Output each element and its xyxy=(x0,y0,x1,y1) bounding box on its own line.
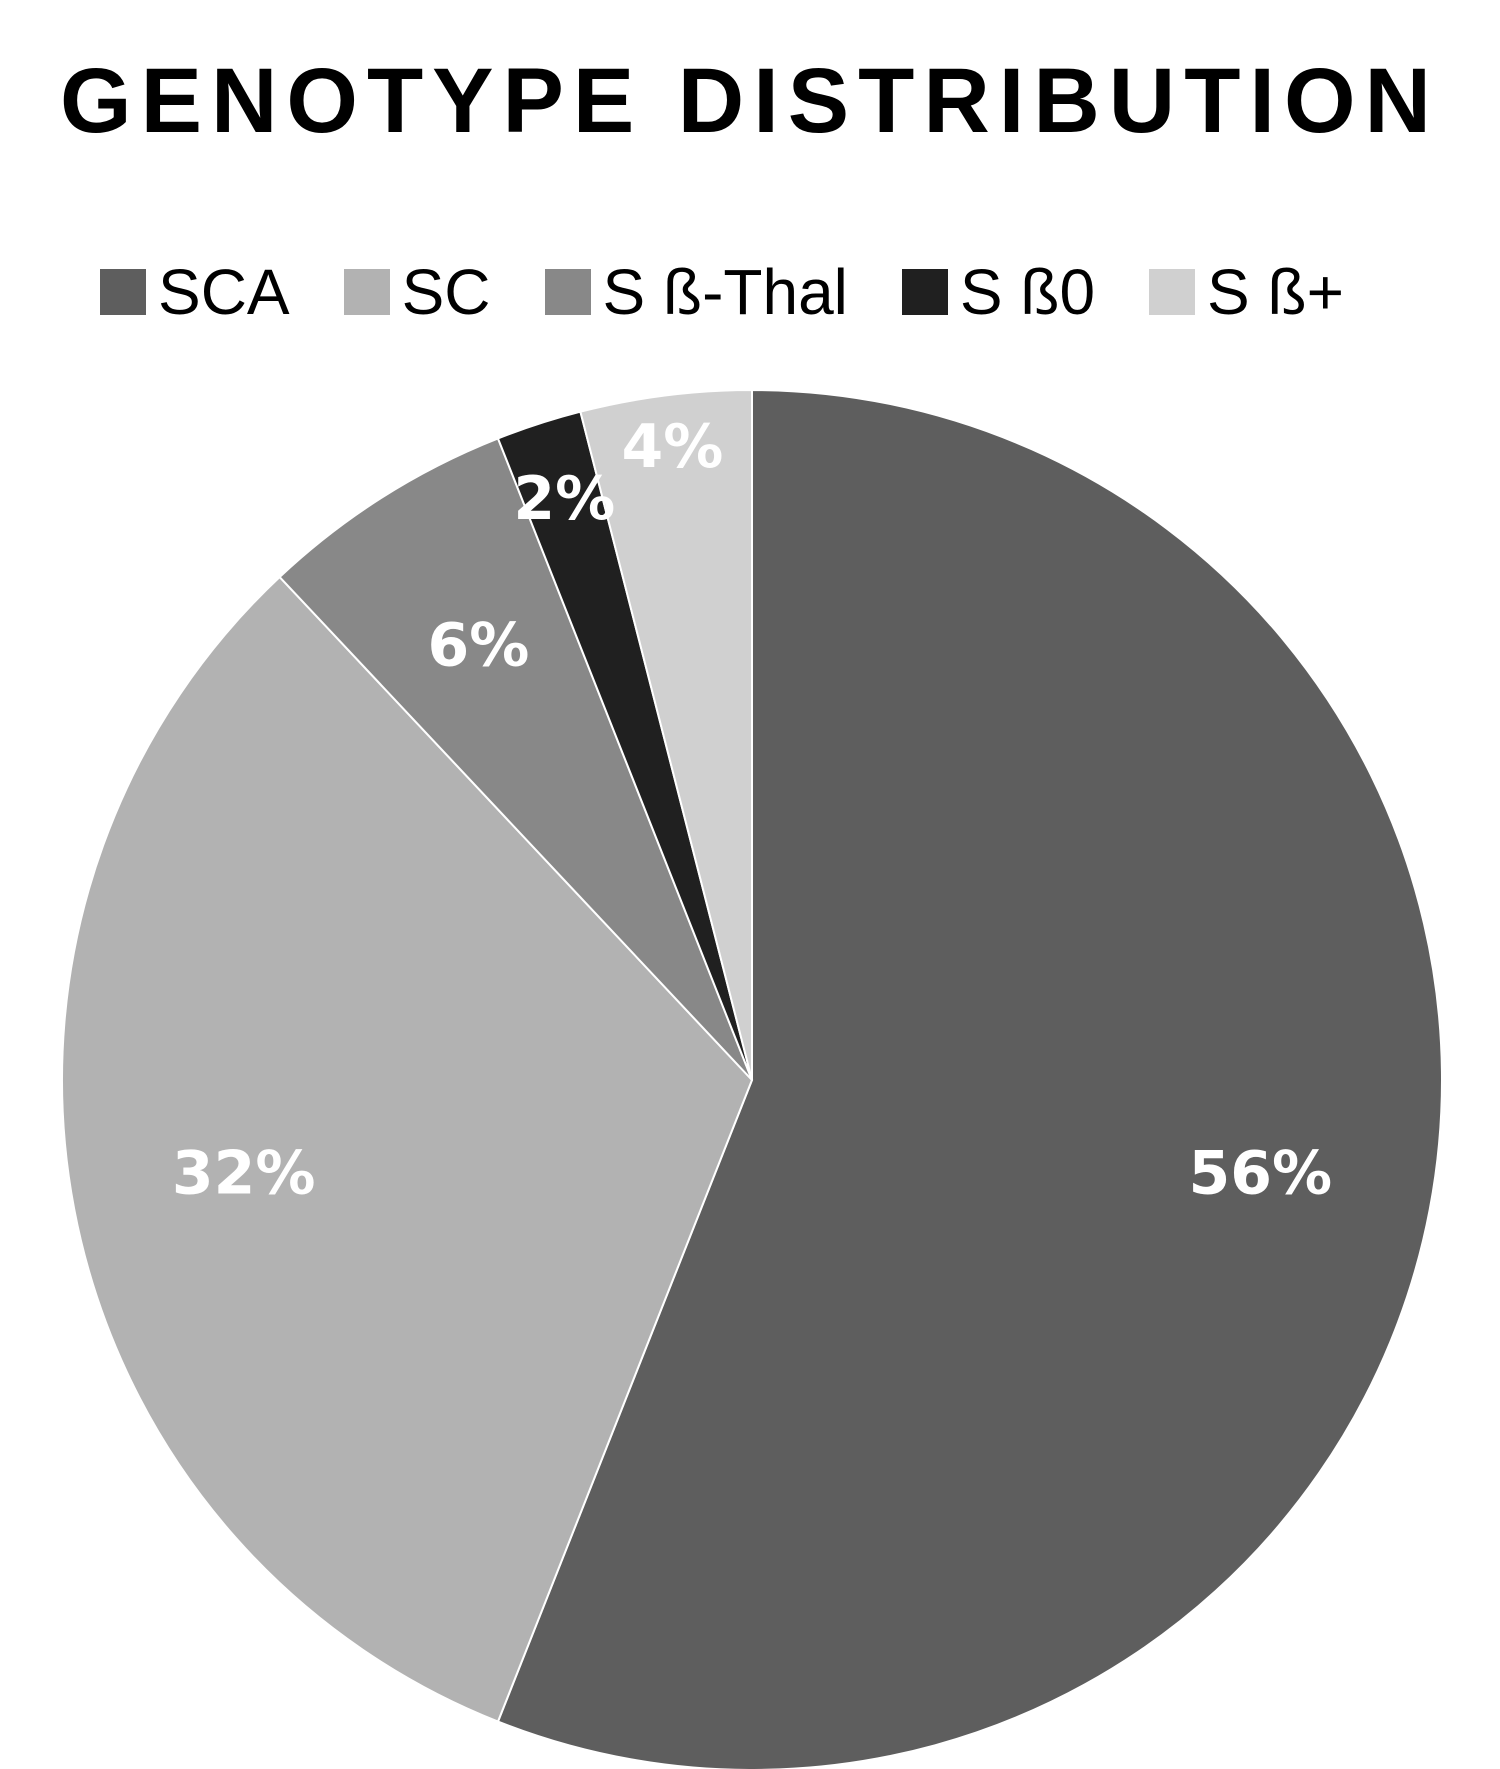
legend-label-s-0: S ß0 xyxy=(959,256,1096,328)
legend-swatch-sca xyxy=(100,269,146,315)
legend-item-s-0: S ß0 xyxy=(901,256,1096,328)
pie-slice-sca xyxy=(496,388,1443,1769)
chart-title: GENOTYPE DISTRIBUTION xyxy=(60,50,1440,152)
data-label-sc: 32% xyxy=(172,1139,316,1209)
legend-item-sc: SC xyxy=(343,256,491,328)
legend-item-s-thal: S ß-Thal xyxy=(544,256,848,328)
legend-label-s-thal: S ß-Thal xyxy=(602,256,848,328)
pie-slice-s-thal xyxy=(278,437,753,1081)
legend-item-s: S ß+ xyxy=(1149,260,1344,324)
legend-label-sca: SCA xyxy=(158,256,290,328)
legend-swatch-s-thal xyxy=(544,269,591,315)
data-label-s: 4% xyxy=(622,412,724,482)
data-label-s-0: 2% xyxy=(513,464,615,534)
pie-slice-s xyxy=(579,388,753,1081)
pie-slice-sc xyxy=(60,575,754,1723)
chart-legend: SCA SC S ß-Thal S ß0 S ß+ xyxy=(100,256,1480,328)
data-label-s-thal: 6% xyxy=(427,610,529,680)
legend-swatch-s-0 xyxy=(901,269,948,315)
legend-swatch-sc xyxy=(343,269,390,315)
legend-label-s: S ß+ xyxy=(1207,256,1344,328)
data-label-sca: 56% xyxy=(1189,1139,1333,1209)
legend-item-sca: SCA xyxy=(100,260,290,324)
legend-swatch-s xyxy=(1149,269,1196,315)
legend-label-sc: SC xyxy=(401,256,491,328)
